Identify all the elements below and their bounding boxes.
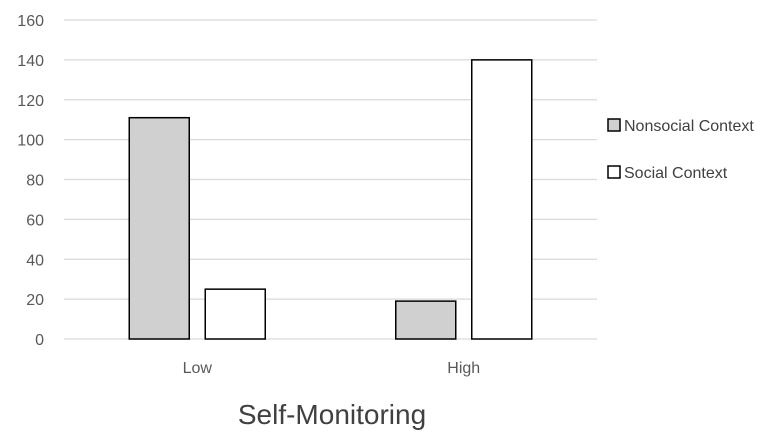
bar-low-nonsocial xyxy=(128,116,190,340)
y-tick-label: 140 xyxy=(17,53,44,70)
y-tick-label: 0 xyxy=(35,332,44,349)
y-tick-label: 20 xyxy=(26,292,44,309)
y-tick-label: 80 xyxy=(26,173,44,190)
legend-label: Social Context xyxy=(624,165,728,182)
x-tick-label: Low xyxy=(183,360,213,377)
bar-low-social xyxy=(204,288,266,340)
bar-high-social xyxy=(471,59,533,340)
x-axis-tick-labels: Low High xyxy=(183,360,481,377)
y-tick-label: 100 xyxy=(17,133,44,150)
y-tick-label: 40 xyxy=(26,252,44,269)
bar-high-nonsocial xyxy=(395,300,457,340)
legend-swatch xyxy=(607,118,621,132)
x-tick-label: High xyxy=(447,360,480,377)
y-tick-label: 60 xyxy=(26,212,44,229)
y-tick-label: 120 xyxy=(17,93,44,110)
x-axis-title: Self-Monitoring xyxy=(238,399,426,430)
legend-swatch xyxy=(607,165,621,179)
y-axis-tick-labels: 0 20 40 60 80 100 120 140 160 xyxy=(17,13,44,349)
legend: Nonsocial Context Social Context xyxy=(607,118,754,182)
legend-label: Nonsocial Context xyxy=(624,118,754,135)
bars xyxy=(128,59,533,340)
y-tick-label: 160 xyxy=(17,13,44,30)
